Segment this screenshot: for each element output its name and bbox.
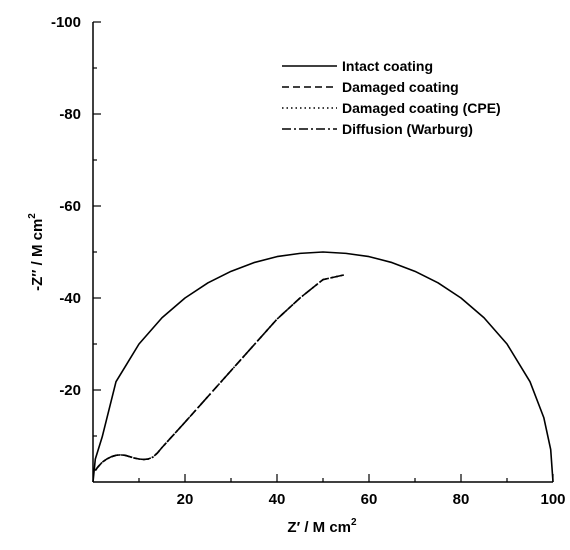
- legend-label-3: Damaged coating (CPE): [342, 100, 501, 116]
- legend: Intact coating Damaged coating Damaged coa…: [282, 58, 501, 137]
- x-axis-title: Z′ / M cm2: [287, 517, 357, 536]
- x-tick-label: 40: [269, 491, 286, 508]
- legend-label-4: Diffusion (Warburg): [342, 121, 473, 137]
- y-tick-label: -80: [59, 106, 81, 123]
- y-axis-title-main: -Z″ / M cm: [29, 219, 46, 291]
- y-tick-label: -20: [59, 382, 81, 399]
- plot-lines: [92, 251, 554, 483]
- legend-label-2: Damaged coating: [342, 79, 459, 95]
- y-tick-label: -60: [59, 198, 81, 215]
- ticks: [93, 21, 554, 482]
- series-line-4: [94, 274, 344, 471]
- y-axis-title: -Z″ / M cm2: [27, 213, 46, 291]
- x-tick-label: 60: [361, 491, 378, 508]
- tick-labels: 20 40 60 80 100 -20 -40 -60 -80 -100: [51, 14, 566, 508]
- x-axis-title-main: Z′ / M cm: [287, 519, 351, 536]
- y-axis-title-superscript: 2: [27, 213, 38, 219]
- x-tick-label: 100: [540, 491, 565, 508]
- y-tick-label: -40: [59, 290, 81, 307]
- series-line-1: [92, 251, 554, 483]
- x-tick-label: 20: [177, 491, 194, 508]
- y-tick-label: -100: [51, 14, 81, 31]
- x-axis-title-superscript: 2: [351, 517, 357, 528]
- series-line-3: [94, 274, 344, 471]
- series-line-2: [94, 274, 344, 471]
- x-tick-label: 80: [453, 491, 470, 508]
- legend-label-1: Intact coating: [342, 58, 433, 74]
